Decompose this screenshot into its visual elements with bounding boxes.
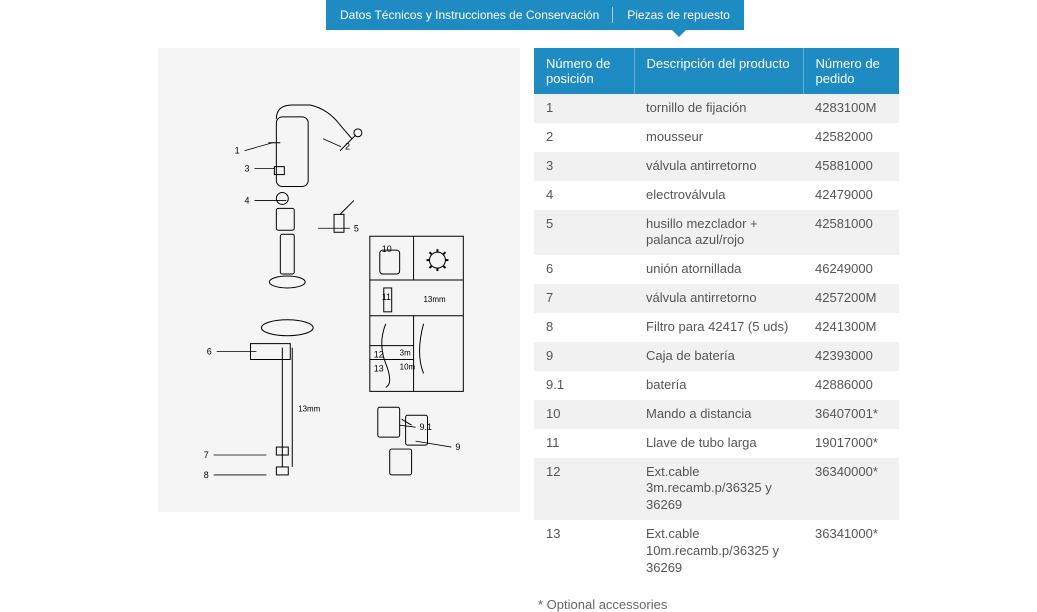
callout-12: 12 — [374, 350, 384, 360]
table-row: 6unión atornillada46249000 — [534, 255, 899, 284]
cell-ord: 42886000 — [803, 371, 899, 400]
cell-desc: electroválvula — [634, 181, 803, 210]
table-row: 13Ext.cable 10m.recamb.p/36325 y 3626936… — [534, 520, 899, 583]
cell-pos: 8 — [534, 313, 634, 342]
callout-8: 8 — [204, 470, 209, 480]
callout-5: 5 — [354, 223, 359, 233]
cell-pos: 4 — [534, 181, 634, 210]
cell-desc: batería — [634, 371, 803, 400]
cell-desc: válvula antirretorno — [634, 152, 803, 181]
cell-pos: 2 — [534, 123, 634, 152]
cell-pos: 9.1 — [534, 371, 634, 400]
cell-ord: 42393000 — [803, 342, 899, 371]
table-row: 8Filtro para 42417 (5 uds)4241300M — [534, 313, 899, 342]
cell-ord: 45881000 — [803, 152, 899, 181]
cell-desc: Ext.cable 10m.recamb.p/36325 y 36269 — [634, 520, 803, 583]
diagram-text-10m: 10m — [400, 363, 416, 372]
cell-ord: 4257200M — [803, 284, 899, 313]
cell-pos: 9 — [534, 342, 634, 371]
cell-pos: 6 — [534, 255, 634, 284]
cell-ord: 4283100M — [803, 94, 899, 123]
cell-desc: Llave de tubo larga — [634, 429, 803, 458]
cell-ord: 46249000 — [803, 255, 899, 284]
footnote-optional: * Optional accessories — [534, 597, 899, 612]
table-row: 2mousseur42582000 — [534, 123, 899, 152]
parts-panel: Número de posición Descripción del produ… — [534, 48, 899, 559]
cell-pos: 1 — [534, 94, 634, 123]
cell-pos: 10 — [534, 400, 634, 429]
cell-pos: 13 — [534, 520, 634, 583]
cell-ord: 42479000 — [803, 181, 899, 210]
col-header-order: Número de pedido — [803, 48, 899, 94]
cell-desc: mousseur — [634, 123, 803, 152]
cell-desc: husillo mezclador + palanca azul/rojo — [634, 210, 803, 256]
table-row: 9.1batería42886000 — [534, 371, 899, 400]
cell-desc: Caja de batería — [634, 342, 803, 371]
callout-4: 4 — [245, 195, 250, 205]
cell-ord: 36407001* — [803, 400, 899, 429]
callout-9.1: 9.1 — [420, 422, 432, 432]
callout-9: 9 — [455, 442, 460, 452]
callout-11: 11 — [382, 292, 391, 302]
table-row: 10Mando a distancia36407001* — [534, 400, 899, 429]
cell-ord: 36340000* — [803, 458, 899, 521]
callout-2: 2 — [345, 142, 350, 152]
table-row: 4electroválvula42479000 — [534, 181, 899, 210]
col-header-description: Descripción del producto — [634, 48, 803, 94]
callout-7: 7 — [204, 450, 209, 460]
cell-desc: válvula antirretorno — [634, 284, 803, 313]
cell-ord: 42581000 — [803, 210, 899, 256]
table-row: 7válvula antirretorno4257200M — [534, 284, 899, 313]
cell-pos: 3 — [534, 152, 634, 181]
diagram-text-3m: 3m — [400, 349, 411, 358]
cell-pos: 11 — [534, 429, 634, 458]
exploded-diagram: 13mm — [158, 48, 520, 512]
table-row: 12Ext.cable 3m.recamb.p/36325 y 36269363… — [534, 458, 899, 521]
col-header-position: Número de posición — [534, 48, 634, 94]
cell-desc: tornillo de fijación — [634, 94, 803, 123]
cell-ord: 36341000* — [803, 520, 899, 583]
table-row: 1tornillo de fijación4283100M — [534, 94, 899, 123]
diagram-text-13mm: 13mm — [298, 404, 320, 413]
cell-ord: 42582000 — [803, 123, 899, 152]
tab-bar: Datos Técnicos y Instrucciones de Conser… — [326, 0, 744, 30]
callout-3: 3 — [245, 164, 250, 174]
table-row: 9Caja de batería42393000 — [534, 342, 899, 371]
callout-10: 10 — [382, 244, 392, 254]
callout-1: 1 — [235, 146, 240, 156]
cell-desc: Filtro para 42417 (5 uds) — [634, 313, 803, 342]
tab-spare-parts[interactable]: Piezas de repuesto — [613, 0, 744, 30]
diagram-text-13mm-b: 13mm — [424, 295, 446, 304]
table-row: 5husillo mezclador + palanca azul/rojo42… — [534, 210, 899, 256]
page: Datos Técnicos y Instrucciones de Conser… — [0, 0, 1037, 579]
cell-pos: 12 — [534, 458, 634, 521]
table-row: 3válvula antirretorno45881000 — [534, 152, 899, 181]
content-area: 13mm — [158, 48, 899, 559]
cell-desc: unión atornillada — [634, 255, 803, 284]
cell-desc: Mando a distancia — [634, 400, 803, 429]
cell-ord: 4241300M — [803, 313, 899, 342]
cell-ord: 19017000* — [803, 429, 899, 458]
cell-pos: 7 — [534, 284, 634, 313]
table-row: 11Llave de tubo larga19017000* — [534, 429, 899, 458]
callout-13: 13 — [374, 363, 384, 373]
tab-technical-data[interactable]: Datos Técnicos y Instrucciones de Conser… — [326, 0, 613, 30]
cell-desc: Ext.cable 3m.recamb.p/36325 y 36269 — [634, 458, 803, 521]
callout-6: 6 — [207, 347, 212, 357]
diagram-svg: 13mm — [159, 49, 519, 511]
parts-table: Número de posición Descripción del produ… — [534, 48, 899, 583]
cell-pos: 5 — [534, 210, 634, 256]
